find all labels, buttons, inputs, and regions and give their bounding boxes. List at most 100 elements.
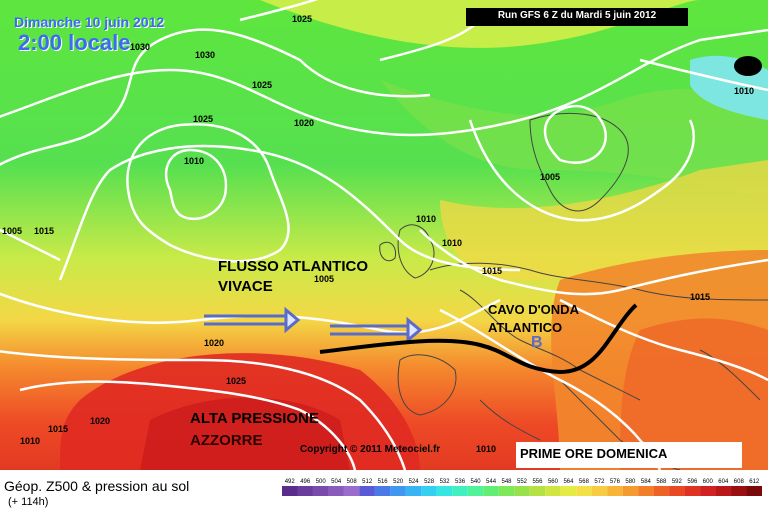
scale-tick-label: 532 xyxy=(440,479,451,485)
scale-swatch xyxy=(746,486,762,496)
scale-swatch xyxy=(607,486,623,496)
legend-subtitle: (+ 114h) xyxy=(8,496,49,508)
trough-label-2: ATLANTICO xyxy=(488,320,563,335)
isobar-label: 1020 xyxy=(90,416,111,426)
scale-tick-label: 580 xyxy=(625,479,636,485)
isobar-label: 1030 xyxy=(195,50,216,60)
scale-tick-label: 548 xyxy=(502,479,513,485)
isobar-label: 1015 xyxy=(482,266,503,276)
isobar-label: 1015 xyxy=(690,292,711,302)
isobar-label: 1030 xyxy=(130,42,151,52)
scale-swatch xyxy=(359,486,375,496)
isobar-label: 1010 xyxy=(442,238,463,248)
legend-title: Géop. Z500 & pression au sol xyxy=(4,478,190,494)
isobar-label: 1015 xyxy=(34,226,55,236)
scale-tick-label: 536 xyxy=(455,479,466,485)
low-pressure-marker: B xyxy=(531,334,543,351)
scale-tick-label: 568 xyxy=(579,479,590,485)
forecast-time: 2:00 locale xyxy=(18,30,131,55)
scale-swatch xyxy=(498,486,515,496)
scale-swatch xyxy=(622,486,639,496)
scale-tick-label: 556 xyxy=(532,479,543,485)
scale-swatch xyxy=(545,486,561,496)
scale-tick-label: 544 xyxy=(486,479,497,485)
scale-swatch xyxy=(700,486,716,496)
scale-tick-label: 584 xyxy=(641,479,652,485)
run-label: Run GFS 6 Z du Mardi 5 juin 2012 xyxy=(497,10,657,21)
scale-swatch xyxy=(343,486,360,496)
scale-tick-label: 516 xyxy=(378,479,389,485)
scale-tick-label: 500 xyxy=(316,479,327,485)
scale-tick-label: 604 xyxy=(718,479,729,485)
scale-tick-label: 608 xyxy=(734,479,745,485)
isobar-label: 1015 xyxy=(48,424,69,434)
scale-tick-label: 520 xyxy=(393,479,404,485)
isobar-label: 1025 xyxy=(252,80,273,90)
isobar-label: 1020 xyxy=(204,338,225,348)
scale-tick-label: 528 xyxy=(424,479,435,485)
trough-label-1: CAVO D'ONDA xyxy=(488,302,579,317)
scale-swatch xyxy=(436,486,453,496)
scale-swatch xyxy=(374,486,391,496)
scale-tick-label: 564 xyxy=(563,479,574,485)
scale-tick-label: 504 xyxy=(331,479,342,485)
isobar-label: 1005 xyxy=(540,172,561,182)
scale-tick-label: 588 xyxy=(656,479,667,485)
scale-swatch xyxy=(653,486,670,496)
scale-tick-label: 496 xyxy=(300,479,311,485)
scale-swatch xyxy=(560,486,577,496)
scale-swatch xyxy=(591,486,608,496)
flow-label-2: VIVACE xyxy=(218,278,273,295)
scale-tick-label: 508 xyxy=(347,479,358,485)
scale-swatch xyxy=(297,486,313,496)
scale-tick-label: 552 xyxy=(517,479,528,485)
scale-tick-label: 576 xyxy=(610,479,621,485)
isobar-label: 1010 xyxy=(476,444,497,454)
isobar-label: 1010 xyxy=(184,156,205,166)
scale-swatch xyxy=(638,486,654,496)
scale-swatch xyxy=(452,486,468,496)
scale-swatch xyxy=(684,486,701,496)
scale-tick-label: 596 xyxy=(687,479,698,485)
scale-swatch xyxy=(421,486,437,496)
scale-tick-label: 540 xyxy=(471,479,482,485)
isobar-label: 1010 xyxy=(20,436,41,446)
scale-swatch xyxy=(328,486,344,496)
run-banner: Run GFS 6 Z du Mardi 5 juin 2012 xyxy=(466,8,688,26)
isobar-label: 1020 xyxy=(294,118,315,128)
high-label-1: ALTA PRESSIONE xyxy=(190,410,319,427)
prime-ore-label: PRIME ORE DOMENICA xyxy=(520,446,668,461)
isobar-label: 1005 xyxy=(314,274,335,284)
scale-tick-label: 560 xyxy=(548,479,559,485)
color-scale: 492 496 500 504 508 512 516 520 524 528 532 536 540 5… xyxy=(282,479,762,496)
scale-tick-label: 612 xyxy=(749,479,760,485)
scale-swatch xyxy=(715,486,732,496)
scale-tick-label: 492 xyxy=(285,479,296,485)
forecast-date: Dimanche 10 juin 2012 xyxy=(14,14,165,30)
isobar-label: 1025 xyxy=(226,376,247,386)
isobar-label: 1025 xyxy=(292,14,313,24)
scale-swatch xyxy=(731,486,747,496)
isobar-label: 1010 xyxy=(416,214,437,224)
scale-swatch xyxy=(467,486,484,496)
scale-swatch xyxy=(669,486,685,496)
scale-tick-label: 512 xyxy=(362,479,373,485)
scale-swatch xyxy=(483,486,499,496)
flow-label-1: FLUSSO ATLANTICO xyxy=(218,258,368,275)
prime-ore-box: PRIME ORE DOMENICA xyxy=(516,442,742,468)
scale-swatch xyxy=(390,486,406,496)
scale-tick-label: 572 xyxy=(594,479,605,485)
scale-swatch xyxy=(405,486,422,496)
scale-tick-label: 600 xyxy=(703,479,714,485)
scale-swatch xyxy=(282,486,298,496)
weather-map xyxy=(0,0,768,470)
scale-swatch xyxy=(514,486,530,496)
scale-swatch xyxy=(529,486,546,496)
isobar-label: 1005 xyxy=(2,226,23,236)
scale-tick-label: 524 xyxy=(409,479,420,485)
isobar-label: 1010 xyxy=(734,86,755,96)
scale-swatch xyxy=(576,486,592,496)
high-label-2: AZZORRE xyxy=(190,432,263,449)
isobar-label: 1025 xyxy=(193,114,214,124)
scale-tick-label: 592 xyxy=(672,479,683,485)
